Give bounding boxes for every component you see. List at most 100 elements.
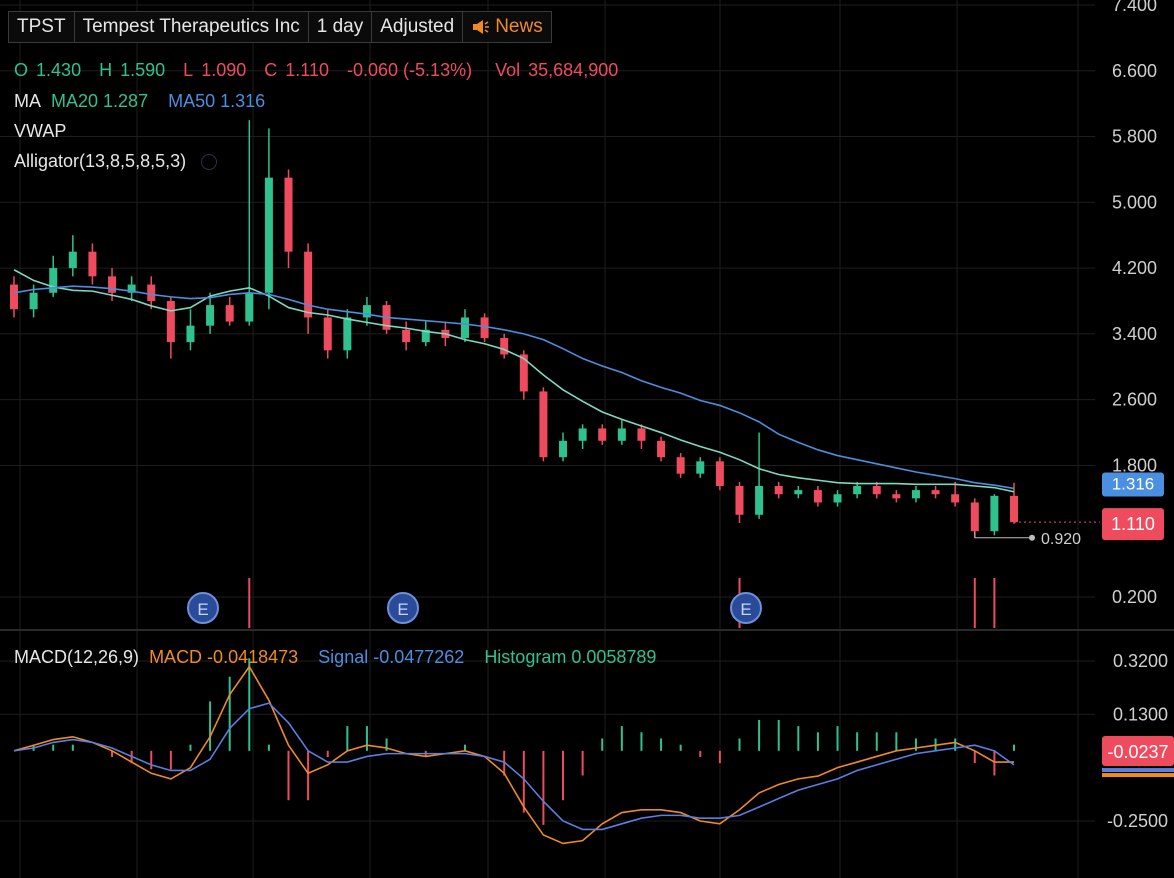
- candle-body: [519, 354, 528, 392]
- price-tick-label: 5.800: [1112, 127, 1157, 147]
- candle-body: [735, 486, 744, 515]
- interval-button[interactable]: 1 day: [309, 12, 373, 42]
- earnings-marker[interactable]: E: [730, 592, 762, 624]
- last-price-tag: [1102, 508, 1164, 541]
- news-button[interactable]: News: [463, 12, 551, 42]
- candle-body: [362, 305, 371, 318]
- candle-body: [892, 494, 901, 499]
- candle-body: [794, 490, 803, 495]
- macd-value-tag-label: -0.0237: [1107, 742, 1168, 762]
- candle-body: [715, 461, 724, 486]
- histogram-value: Histogram 0.0058789: [484, 647, 657, 667]
- candle-body: [225, 305, 234, 322]
- price-tick-label: 2.600: [1112, 390, 1157, 410]
- candle-body: [421, 329, 430, 343]
- price-tick-label: 4.200: [1112, 258, 1157, 278]
- candle-body: [264, 177, 273, 293]
- alligator-legend[interactable]: Alligator(13,8,5,8,5,3): [14, 151, 218, 172]
- chart-toolbar: TPST Tempest Therapeutics Inc 1 day Adju…: [8, 11, 552, 43]
- alligator-label: Alligator(13,8,5,8,5,3): [14, 151, 187, 171]
- last-price-tag-label: 1.110: [1111, 514, 1155, 534]
- candle-body: [88, 251, 97, 277]
- price-tick-label: 3.400: [1112, 324, 1157, 344]
- candle-body: [598, 428, 607, 441]
- ma-line-ma20: [13, 269, 1015, 493]
- symbol-button[interactable]: TPST: [9, 12, 75, 42]
- candle-body: [833, 494, 842, 503]
- candle-body: [284, 177, 293, 252]
- candle-body: [166, 301, 175, 343]
- candle-body: [304, 251, 313, 318]
- macd-line-tag: [1102, 773, 1174, 778]
- candle-body: [402, 329, 411, 343]
- megaphone-icon: [473, 20, 490, 34]
- low-label: L: [183, 60, 194, 80]
- macd-tick-label: 0.1300: [1113, 704, 1168, 724]
- candle-body: [617, 428, 626, 441]
- candle-body: [29, 292, 38, 310]
- high-value: 1.590: [120, 60, 166, 80]
- price-tick-label: 6.600: [1112, 61, 1157, 81]
- candle-body: [755, 486, 764, 515]
- candle-body: [108, 276, 117, 293]
- candle-body: [460, 317, 469, 338]
- candle-body: [1010, 495, 1018, 523]
- price-tick-label: 7.400: [1112, 0, 1157, 15]
- candle-body: [931, 490, 940, 495]
- company-name[interactable]: Tempest Therapeutics Inc: [75, 12, 309, 42]
- candle-body: [813, 490, 822, 503]
- candle-body: [657, 440, 666, 458]
- macd-value-tag: [1102, 736, 1174, 767]
- macd-value: MACD -0.0418473: [149, 647, 299, 667]
- low-value: 1.090: [201, 60, 247, 80]
- news-label: News: [495, 16, 543, 37]
- candle-body: [872, 486, 881, 495]
- price-tick-label: 1.800: [1112, 455, 1157, 475]
- high-label: H: [99, 60, 113, 80]
- candle-body: [245, 292, 254, 322]
- price-tick-label: 5.000: [1112, 192, 1157, 212]
- volume-value: 35,684,900: [528, 60, 619, 80]
- change-value: -0.060 (-5.13%): [347, 60, 473, 80]
- close-value: 1.110: [285, 60, 329, 80]
- candle-body: [990, 495, 999, 532]
- candle-body: [500, 338, 509, 355]
- macd-line-signal: [13, 702, 1015, 831]
- candle-body: [539, 391, 548, 458]
- macd-title: MACD(12,26,9): [14, 647, 140, 667]
- price-tick-label: 0.200: [1112, 587, 1157, 607]
- macd-tick-label: 0.3200: [1113, 651, 1168, 671]
- low-marker-dot: [1029, 534, 1035, 541]
- open-value: 1.430: [36, 60, 82, 80]
- low-marker-line: [974, 531, 1032, 539]
- adjustment-button[interactable]: Adjusted: [372, 12, 464, 42]
- candle-body: [127, 284, 136, 293]
- candle-body: [637, 428, 646, 441]
- ma50-price-tag: [1102, 472, 1164, 497]
- candle-body: [559, 440, 568, 458]
- candle-body: [774, 486, 783, 495]
- signal-value-tag: [1102, 768, 1174, 773]
- candle-body: [49, 268, 58, 293]
- ma50-value: MA50 1.316: [168, 91, 266, 111]
- ma50-price-tag-label: 1.316: [1112, 474, 1155, 493]
- ma-legend[interactable]: MA MA20 1.287 MA50 1.316: [14, 91, 265, 112]
- eye-icon[interactable]: [201, 154, 218, 171]
- candle-body: [343, 317, 352, 351]
- candle-body: [578, 428, 587, 441]
- signal-value: Signal -0.0477262: [318, 647, 465, 667]
- candle-body: [206, 305, 215, 326]
- ma20-value: MA20 1.287: [51, 91, 149, 111]
- candle-body: [68, 251, 77, 269]
- candle-body: [10, 284, 18, 310]
- candle-body: [696, 461, 705, 474]
- ohlc-legend: O 1.430 H 1.590 L 1.090 C 1.110 -0.060 (…: [14, 60, 621, 81]
- low-marker-label: 0.920: [1041, 531, 1081, 548]
- candle-body: [970, 502, 979, 532]
- earnings-marker[interactable]: E: [187, 592, 219, 624]
- vwap-legend[interactable]: VWAP: [14, 121, 67, 141]
- macd-line-macd: [13, 665, 1014, 845]
- earnings-marker[interactable]: E: [387, 592, 419, 624]
- candle-body: [323, 317, 332, 351]
